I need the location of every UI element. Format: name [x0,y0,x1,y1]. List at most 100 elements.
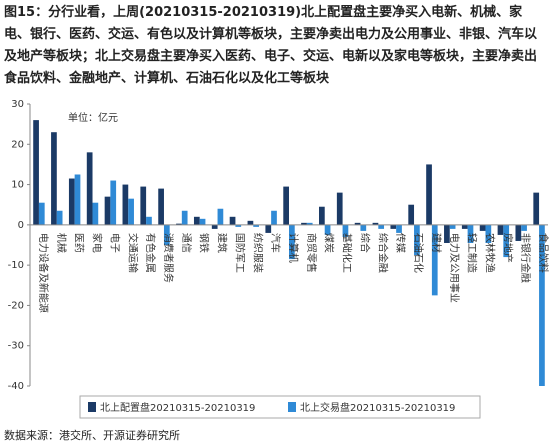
bar [235,224,242,227]
x-tick-label: 机械 [55,233,68,253]
x-tick-label: 家电 [91,233,104,253]
bar [193,216,200,225]
bar [176,223,182,225]
x-tick-label: 建材 [430,233,443,253]
bar [539,224,545,386]
bar [253,224,259,227]
bar [74,174,81,225]
bar [378,224,385,229]
bar [146,216,152,225]
x-tick-label: 食品饮料 [537,233,550,273]
y-tick-label: -30 [8,341,24,352]
bar [515,224,522,241]
bar [342,224,349,237]
y-tick-label: 10 [11,180,24,191]
bar [229,216,236,225]
x-tick-label: 有色金属 [144,233,157,273]
x-tick-label: 轻工制造 [466,233,479,273]
bar [354,222,361,225]
bar [217,208,224,225]
x-tick-label: 房地产 [501,233,514,263]
bar [306,222,313,225]
x-tick-label: 非银行金融 [519,233,532,283]
x-tick-label: 传媒 [394,233,406,253]
legend-label: 北上配置盘20210315-20210319 [100,401,255,414]
x-tick-label: 电子 [108,233,121,253]
y-tick-label: -40 [8,381,24,392]
bar [86,152,93,225]
x-tick-label: 国防军工 [233,233,246,273]
bar [485,224,492,243]
bar [301,222,307,225]
bar [51,132,57,225]
y-tick-label: -10 [8,260,24,271]
bar [396,224,402,233]
bar [122,184,129,225]
source: 数据来源：港交所、开源证券研究所 [4,429,180,442]
bar [68,178,75,225]
bar [265,224,272,233]
y-tick-label: 30 [11,99,24,110]
bar [271,210,277,225]
bar [503,224,510,258]
x-tick-label: 电力及公用事业 [448,233,461,303]
bar [324,224,331,235]
x-tick-label: 纺织服装 [251,233,264,273]
bar [163,224,170,245]
x-tick-label: 基础化工 [341,233,354,273]
bar [247,220,254,225]
x-tick-label: 计算机 [287,233,300,263]
chart: 单位：亿元 -40-30-20-100102030电力设备及新能源 机械 医药 家电电… [8,99,550,419]
y-tick-label: 0 [18,220,24,231]
bar [461,224,468,229]
x-tick-label: 建筑 [216,233,229,253]
bar [56,210,63,225]
bar [38,202,45,225]
bar [390,224,397,229]
x-tick-label: 电力设备及新能源 [37,233,50,313]
x-tick-label: 综合 [358,233,371,253]
x-tick-label: 汽车 [269,233,282,253]
bar [140,186,147,225]
x-tick-label: 医药 [73,233,85,253]
bar [372,222,379,225]
bar [33,120,39,225]
bar [479,224,486,231]
bar [181,210,188,225]
bar [426,164,432,225]
x-tick-label: 石油石化 [412,233,425,273]
bar [128,198,134,225]
bar [414,224,420,256]
bar [319,206,325,225]
legend-box [79,395,481,419]
legend-label: 北上交易盘20210315-20210319 [300,401,455,414]
bar [533,192,540,225]
bar [444,224,450,243]
x-tick-label: 钢铁 [198,233,211,253]
x-tick-label: 综合金融 [376,233,389,273]
legend-swatch [88,402,96,412]
bar [110,180,117,225]
y-tick-label: -20 [8,300,24,311]
bar [467,224,474,243]
unit-label: 单位：亿元 [68,111,118,124]
bar [521,224,527,231]
x-tick-label: 商贸零售 [305,233,318,273]
x-tick-label: 煤炭 [323,233,336,253]
bar [199,218,206,225]
bar [408,204,415,225]
bar [449,224,456,229]
y-tick-label: 20 [11,139,24,150]
bar [283,186,289,225]
x-tick-label: 农林牧渔 [483,233,496,273]
bar [289,224,295,260]
bar [92,202,99,225]
bar [497,224,504,235]
x-tick-label: 消费者服务 [162,233,175,283]
bar [104,196,111,225]
bar [158,188,164,225]
x-tick-label: 通信 [180,233,192,253]
bar [360,224,367,231]
bar [336,192,343,225]
